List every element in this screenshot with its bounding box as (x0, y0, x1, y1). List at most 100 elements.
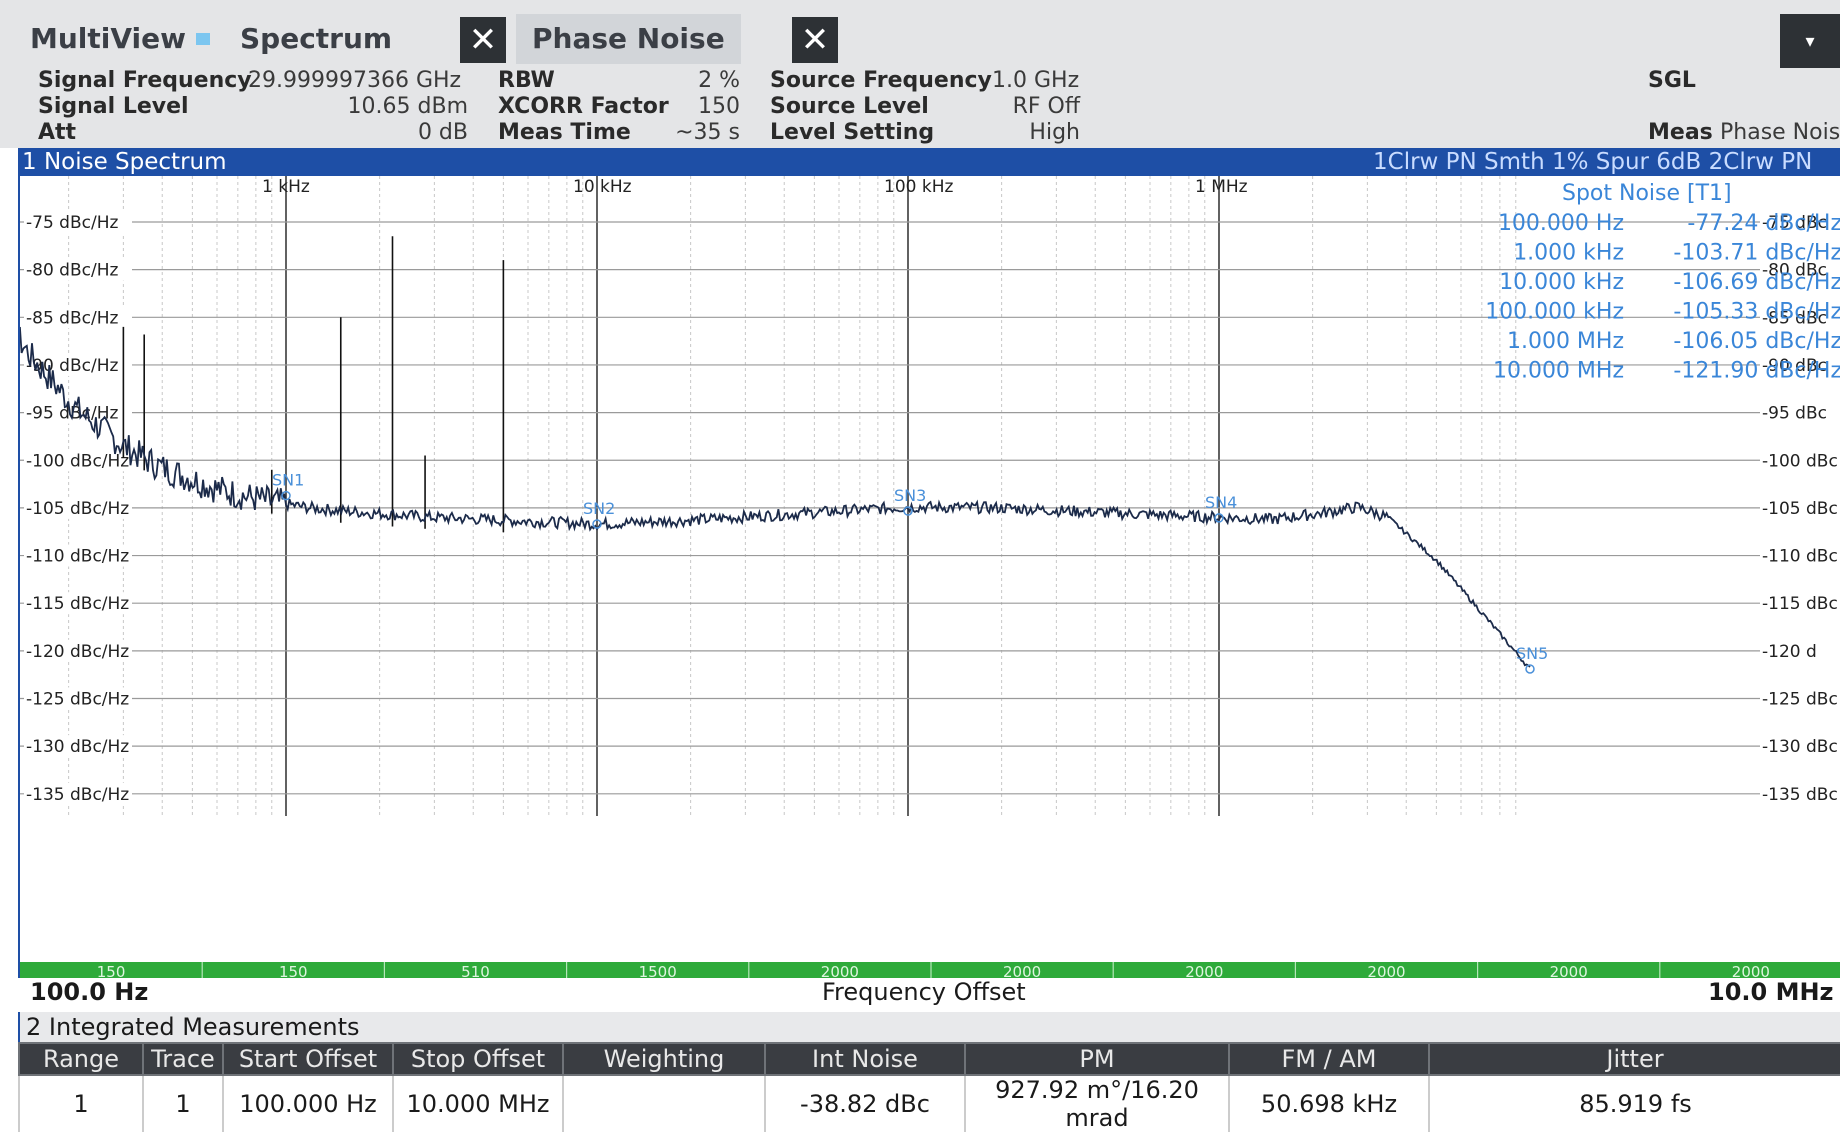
spot-noise-value: -121.90 dBc/Hz (1673, 359, 1840, 384)
integrated-measurements-table: Range Trace Start Offset Stop Offset Wei… (18, 1042, 1840, 1132)
y-label-bg (1760, 592, 1840, 615)
x-decade-label: 100 kHz (884, 177, 953, 197)
y-tick-label-left: -115 dBc/Hz (26, 594, 129, 614)
col-header-start-offset[interactable]: Start Offset (222, 1042, 394, 1076)
att-label: Att (38, 120, 77, 145)
y-label-bg (24, 211, 132, 233)
phase-noise-trace (17, 326, 1531, 668)
noise-spectrum-plot[interactable]: 1 kHz 10 kHz 100 kHz 1 MHz -75 dBc/Hz -80 dB… (4, 176, 1840, 1006)
y-label-bg (24, 592, 132, 615)
level-setting-value[interactable]: High (1029, 120, 1080, 145)
noise-spectrum-window-bar[interactable]: 1 Noise Spectrum 1Clrw PN Smth 1% Spur 6… (18, 148, 1840, 176)
col-header-jitter[interactable]: Jitter (1428, 1042, 1840, 1076)
y-label-bg (24, 353, 132, 376)
cell-trace: 1 (142, 1075, 223, 1132)
trace-info: 1Clrw PN Smth 1% Spur 6dB 2Clrw PN (1373, 149, 1813, 175)
stop-frequency-label: 10.0 MHz (1708, 978, 1834, 1006)
level-setting-label: Level Setting (770, 120, 935, 145)
col-header-pm[interactable]: PM (964, 1042, 1230, 1076)
y-label-bg (1760, 353, 1840, 376)
noise-spectrum-chart[interactable]: 1 kHz 10 kHz 100 kHz 1 MHz -75 dBc/Hz -80 dB… (4, 176, 1840, 1006)
col-header-trace[interactable]: Trace (142, 1042, 224, 1076)
meas-value[interactable]: Phase Noise (1720, 120, 1840, 145)
y-label-bg (24, 306, 132, 329)
source-level-value[interactable]: RF Off (1012, 94, 1080, 119)
y-tick-label-left: -75 dBc/Hz (26, 213, 118, 233)
xcorr-bar-label: 2000 (1550, 963, 1588, 981)
xcorr-bar-label: 2000 (821, 963, 859, 981)
close-spectrum-icon[interactable]: ✕ (460, 17, 506, 63)
spot-noise-frequency: 10.000 kHz (1499, 270, 1624, 295)
marker-label: SN1 (272, 471, 304, 490)
y-label-bg (1760, 639, 1840, 662)
multiview-indicator-icon (196, 33, 210, 45)
spot-noise-title: Spot Noise [T1] (1562, 181, 1732, 206)
spot-noise-marker[interactable] (592, 519, 602, 529)
y-tick-label-left: -100 dBc/Hz (26, 451, 129, 471)
spot-noise-marker[interactable] (281, 490, 291, 501)
spot-noise-marker[interactable] (1214, 513, 1224, 523)
close-phase-noise-icon[interactable]: ✕ (792, 17, 838, 63)
y-label-bg (24, 639, 132, 662)
rbw-value[interactable]: 2 % (698, 68, 740, 93)
meas-time-value[interactable]: ~35 s (675, 120, 740, 145)
spot-noise-frequency: 1.000 MHz (1507, 329, 1624, 354)
y-tick-label-right: -130 dBc (1762, 737, 1838, 757)
xcorr-bar-label: 150 (279, 963, 308, 981)
y-tick-label-left: -85 dBc/Hz (26, 308, 118, 328)
tab-phase-noise[interactable]: Phase Noise (516, 14, 741, 64)
col-header-fm-am[interactable]: FM / AM (1228, 1042, 1430, 1076)
y-label-bg (1760, 735, 1840, 758)
spot-noise-frequency: 100.000 Hz (1498, 211, 1624, 236)
cell-stop-offset: 10.000 MHz (392, 1075, 563, 1132)
xcorr-bar-label: 1500 (639, 963, 677, 981)
signal-level-label: Signal Level (38, 94, 189, 119)
xcorr-bar-label: 150 (97, 963, 126, 981)
rbw-label: RBW (498, 68, 555, 93)
y-label-bg (1760, 687, 1840, 710)
tab-spectrum[interactable]: Spectrum (240, 22, 393, 55)
y-tick-label-right: -120 d (1762, 642, 1817, 662)
integrated-measurements-title[interactable]: 2 Integrated Measurements (18, 1012, 1840, 1042)
y-tick-label-right: -125 dBc (1762, 690, 1838, 710)
col-header-range[interactable]: Range (18, 1042, 144, 1076)
source-frequency-label: Source Frequency (770, 68, 992, 93)
marker-label: SN3 (894, 486, 926, 505)
y-label-bg (1760, 211, 1840, 233)
y-tick-label-left: -80 dBc/Hz (26, 261, 118, 281)
marker-label: SN2 (583, 499, 615, 518)
spot-noise-value: -106.05 dBc/Hz (1673, 329, 1840, 354)
spot-noise-frequency: 10.000 MHz (1493, 359, 1624, 384)
table-row[interactable]: 1 1 100.000 Hz 10.000 MHz -38.82 dBc 927… (18, 1075, 1840, 1132)
signal-frequency-value[interactable]: 29.999997366 GHz (248, 68, 462, 93)
source-frequency-value[interactable]: 1.0 GHz (992, 68, 1080, 93)
y-tick-label-right: -100 dBc (1762, 451, 1838, 471)
spot-noise-value: -105.33 dBc/Hz (1673, 300, 1840, 325)
col-header-int-noise[interactable]: Int Noise (764, 1042, 966, 1076)
y-tick-label-left: -110 dBc/Hz (26, 547, 129, 567)
y-tick-label-right: -110 dBc (1762, 547, 1838, 567)
y-tick-label-right: -115 dBc (1762, 594, 1838, 614)
source-level-label: Source Level (770, 94, 929, 119)
dropdown-menu-button[interactable]: ▾ (1780, 14, 1840, 69)
x-decade-label: 10 kHz (573, 177, 632, 197)
signal-level-value[interactable]: 10.65 dBm (347, 94, 468, 119)
xcorr-factor-value[interactable]: 150 (698, 94, 740, 119)
spot-noise-marker[interactable] (903, 506, 913, 516)
y-label-bg (1760, 306, 1840, 329)
y-tick-label-left: -135 dBc/Hz (26, 785, 129, 805)
y-tick-label-right: -85 dBc (1762, 308, 1827, 328)
y-tick-label-right: -135 dBc (1762, 785, 1838, 805)
y-label-bg (1760, 449, 1840, 472)
y-label-bg (24, 544, 132, 567)
signal-frequency-label: Signal Frequency (38, 68, 252, 93)
x-decade-label: 1 MHz (1195, 177, 1248, 197)
spot-noise-marker[interactable] (1525, 664, 1535, 674)
tab-multiview[interactable]: MultiView (30, 22, 187, 55)
att-value[interactable]: 0 dB (417, 120, 468, 145)
sgl-indicator: SGL (1648, 68, 1696, 93)
y-label-bg (24, 782, 132, 805)
meas-time-label: Meas Time (498, 120, 631, 145)
col-header-stop-offset[interactable]: Stop Offset (392, 1042, 564, 1076)
col-header-weighting[interactable]: Weighting (562, 1042, 766, 1076)
